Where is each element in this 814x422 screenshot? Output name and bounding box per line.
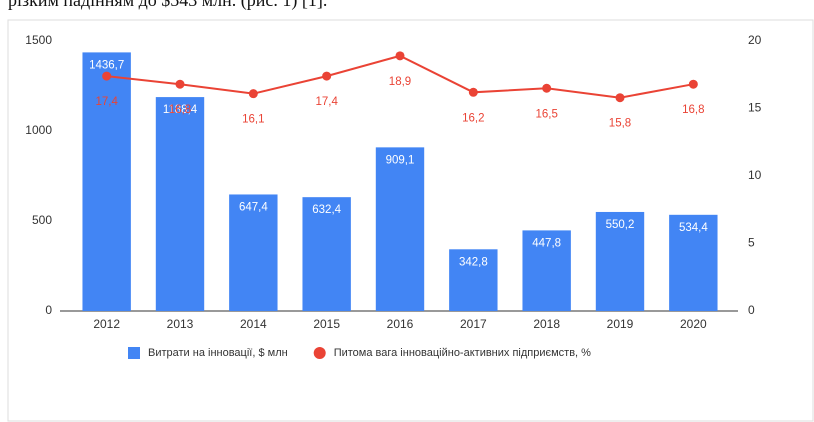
line-point [395,51,405,61]
bar [229,194,278,311]
bar [375,147,425,311]
line-point [322,71,332,81]
line-point [542,83,552,93]
x-tick-label: 2013 [167,317,194,331]
y-tick-label: 0 [45,303,52,317]
y2-tick-label: 10 [748,168,762,182]
line-label: 16,1 [242,114,264,126]
line-label: 16,2 [462,112,484,124]
bar [302,197,351,311]
bar-label: 1436,7 [89,59,124,71]
x-tick-label: 2014 [240,317,267,331]
bar [155,97,205,311]
legend-label: Питома вага інноваційно-активних підприє… [334,347,591,359]
bar-label: 909,1 [386,154,415,166]
legend-swatch [128,347,140,359]
line-label: 16,8 [169,104,191,116]
line-label: 18,9 [389,76,411,88]
legend-swatch [313,347,326,359]
line-point [102,71,112,81]
y-tick-label: 500 [32,213,52,227]
legend-label: Витрати на інновації, $ млн [148,347,288,359]
line-point [468,87,478,97]
line-label: 16,8 [682,104,704,116]
bar [82,52,131,311]
bar [595,211,645,311]
y2-tick-label: 0 [748,303,755,317]
line-point [688,79,698,89]
x-tick-label: 2012 [93,317,120,331]
x-tick-label: 2018 [533,317,560,331]
line-label: 15,8 [609,118,631,130]
x-tick-label: 2015 [313,317,340,331]
y-tick-label: 1000 [25,123,52,137]
bar [449,249,498,311]
y2-tick-label: 20 [748,33,762,47]
line-label: 17,4 [315,96,338,108]
x-tick-label: 2019 [607,317,634,331]
bar-label: 647,4 [239,201,268,213]
line-point [248,89,258,99]
bar-label: 342,8 [459,256,488,268]
x-tick-label: 2020 [680,317,707,331]
line-label: 17,4 [95,96,118,108]
y-tick-label: 1500 [25,33,52,47]
line-point [175,79,185,89]
y2-tick-label: 15 [748,101,762,115]
frame [7,19,814,422]
bar [669,214,718,311]
text-above: різким падінням до $543 млн. (рис. 1) [1… [8,0,327,11]
line-point [615,93,625,103]
bar-label: 632,4 [312,204,341,216]
x-tick-label: 2016 [387,317,414,331]
bar-label: 447,8 [532,237,561,249]
line-label: 16,5 [535,108,557,120]
bar [522,230,571,311]
bar-label: 534,4 [679,222,708,234]
x-tick-label: 2017 [460,317,487,331]
bar-label: 1188,4 [163,104,198,116]
y2-tick-label: 5 [748,236,755,250]
bar-label: 550,2 [606,219,635,231]
